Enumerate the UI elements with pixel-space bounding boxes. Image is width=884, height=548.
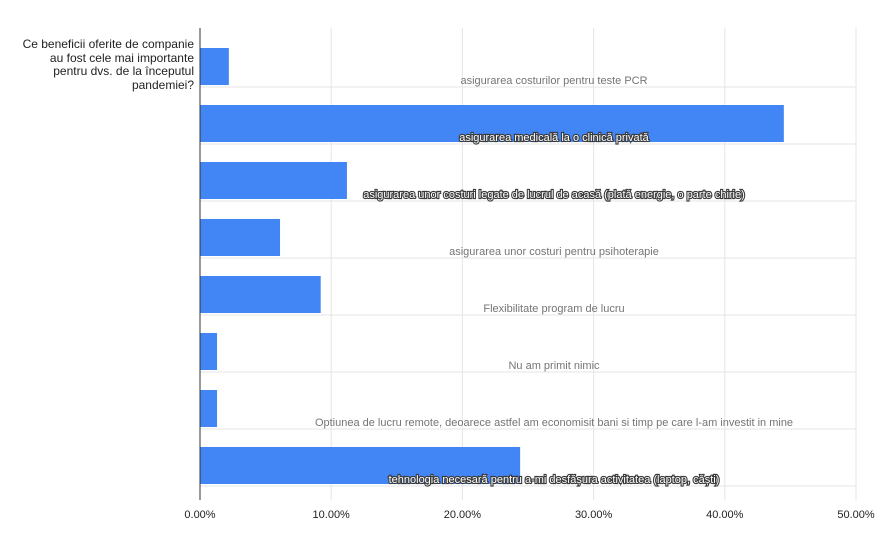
category-label: Optiunea de lucru remote, deoarece astfe… (315, 417, 793, 429)
x-axis-tick-labels: 0.00% 10.00% 20.00% 30.00% 40.00% 50.00% (184, 509, 874, 521)
bars (200, 48, 784, 484)
x-tick-label: 50.00% (837, 509, 875, 521)
category-label: tehnologia necesară pentru a-mi desfășur… (389, 474, 720, 486)
bar (200, 447, 521, 484)
x-tick-label: 40.00% (706, 509, 744, 521)
bar (200, 48, 229, 85)
bar (200, 105, 784, 142)
bar (200, 333, 218, 370)
x-tick-label: 20.00% (444, 509, 482, 521)
bar (200, 219, 281, 256)
category-label: Flexibilitate program de lucru (483, 303, 624, 315)
x-tick-label: 0.00% (184, 509, 215, 521)
category-label: asigurarea unor costuri pentru psihotera… (449, 246, 659, 258)
x-tick-label: 10.00% (313, 509, 351, 521)
category-labels: asigurarea costurilor pentru teste PCR as… (315, 75, 793, 487)
category-label: Nu am primit nimic (508, 360, 600, 372)
category-label: asigurarea medicală la o clinică privată (459, 132, 649, 144)
grid-lines (200, 28, 857, 500)
bar (200, 390, 218, 427)
question-label: Ce beneficii oferite de companie au fost… (22, 37, 194, 92)
category-label: asigurarea costurilor pentru teste PCR (460, 75, 647, 87)
x-tick-label: 30.00% (575, 509, 613, 521)
bar (200, 162, 347, 199)
bar (200, 276, 321, 313)
category-label: asigurarea unor costuri legate de lucrul… (363, 189, 745, 201)
